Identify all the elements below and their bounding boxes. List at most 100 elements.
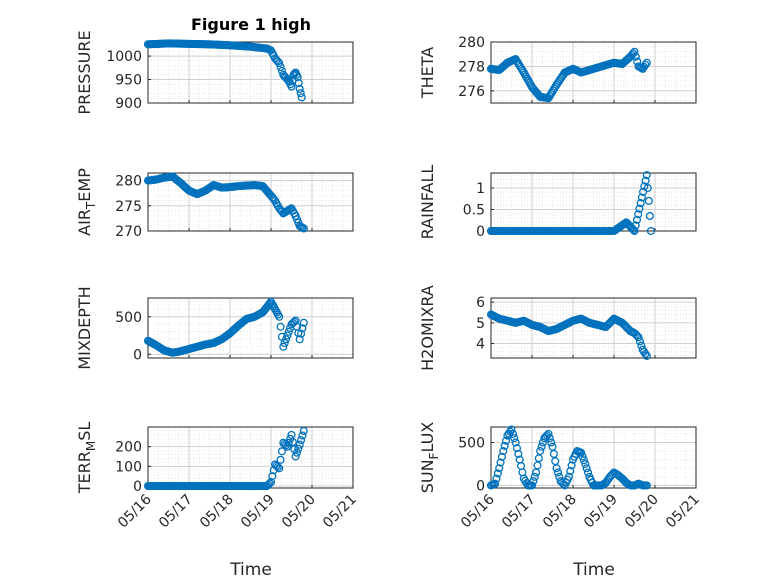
data-point xyxy=(508,429,517,438)
y-tick-label: 950 xyxy=(115,73,142,89)
data-point xyxy=(642,351,651,360)
data-point xyxy=(641,176,650,185)
data-point xyxy=(631,221,640,230)
subplot-5: 0 500 MIXDEPTH xyxy=(75,286,354,370)
data-point xyxy=(544,429,553,438)
data-point xyxy=(512,444,522,453)
y-tick-label: 500 xyxy=(458,435,485,451)
data-point xyxy=(495,464,504,473)
data-point xyxy=(636,199,645,208)
data-point xyxy=(501,436,511,445)
data-point xyxy=(547,438,556,447)
data-point xyxy=(297,436,306,445)
data-point xyxy=(275,59,284,68)
data-point xyxy=(288,438,297,447)
data-point xyxy=(295,335,304,344)
y-tick-label: 500 xyxy=(115,310,142,326)
y-tick-label: 4 xyxy=(476,337,485,353)
data-point xyxy=(297,93,306,102)
axes-box xyxy=(147,297,354,359)
data-point xyxy=(552,464,561,473)
data-point xyxy=(293,73,302,82)
data-point xyxy=(287,82,296,91)
data-point xyxy=(642,171,651,180)
y-axis-label: THETA xyxy=(418,47,437,99)
data-point xyxy=(491,479,500,488)
data-point xyxy=(646,226,655,236)
data-point xyxy=(510,434,519,443)
subplot-2: 276 278 280 THETA xyxy=(418,35,697,104)
data-point xyxy=(265,479,274,488)
x-tick-label: 05/21 xyxy=(320,492,360,532)
y-tick-label: 270 xyxy=(115,224,142,240)
data-point xyxy=(296,89,305,98)
data-point xyxy=(295,440,304,449)
data-point xyxy=(529,477,538,486)
data-point xyxy=(291,452,300,461)
y-tick-label: 276 xyxy=(458,84,485,100)
data-point xyxy=(578,452,587,461)
data-point xyxy=(283,442,292,451)
data-point xyxy=(635,204,644,213)
data-point xyxy=(276,62,285,72)
data-point xyxy=(279,342,288,351)
data-point xyxy=(299,426,308,435)
data-point xyxy=(537,442,546,451)
data-point xyxy=(629,225,638,234)
x-tick-label: 05/21 xyxy=(663,492,703,532)
data-point xyxy=(553,468,563,477)
y-tick-label: 5 xyxy=(476,316,485,332)
subplot-8: 0 500 05/16 05/17 05/18 05/19 05/20 05/21 SUNFLU… xyxy=(418,422,703,532)
y-tick-label: 275 xyxy=(115,199,142,215)
y-tick-label: 0.5 xyxy=(463,203,485,219)
data-point xyxy=(630,226,639,236)
data-point xyxy=(631,52,640,61)
subplot-6: 4 5 6 H2OMIXRA xyxy=(418,285,697,371)
data-point xyxy=(630,47,639,56)
axes-box xyxy=(147,172,354,232)
data-point xyxy=(268,472,277,481)
data-point xyxy=(292,448,302,457)
data-point xyxy=(294,444,303,453)
data-point xyxy=(514,449,523,458)
data-point xyxy=(637,193,646,202)
data-point xyxy=(642,58,651,67)
y-axis-label: AIRTEMP xyxy=(75,168,98,236)
data-point xyxy=(277,447,286,456)
data-point xyxy=(564,472,573,481)
data-point xyxy=(634,210,643,219)
data-point xyxy=(283,331,292,340)
y-axis-label: PRESSURE xyxy=(75,30,94,114)
data-point xyxy=(497,452,506,461)
data-point xyxy=(577,448,586,457)
data-point xyxy=(493,469,502,478)
data-point xyxy=(536,447,545,456)
data-point xyxy=(579,456,588,465)
subplot-4: 0 0.5 1 RAINFALL xyxy=(418,165,697,240)
data-point xyxy=(639,187,648,196)
x-tick-label: 05/16 xyxy=(115,491,155,531)
subplot-1: 900 950 1000 PRESSURE xyxy=(75,30,354,115)
data-point xyxy=(567,461,576,470)
data-point xyxy=(273,462,282,472)
data-point xyxy=(583,468,593,477)
y-tick-label: 0 xyxy=(133,347,142,363)
data-point xyxy=(645,211,654,221)
data-point xyxy=(582,464,591,473)
data-point xyxy=(298,431,307,440)
data-point xyxy=(294,79,303,88)
y-tick-label: 278 xyxy=(458,59,485,75)
subplot-3: 270 275 280 AIRTEMP xyxy=(75,168,354,240)
subplot-7: 0 100 200 05/16 05/17 05/18 05/19 05/20 05/21 TER… xyxy=(75,422,360,532)
data-point xyxy=(284,327,293,336)
y-axis-label: H2OMIXRA xyxy=(418,285,437,371)
data-point xyxy=(634,333,643,342)
data-point xyxy=(284,438,293,447)
y-tick-label: 0 xyxy=(476,224,485,240)
data-point xyxy=(496,458,505,467)
data-point xyxy=(276,322,285,331)
data-point xyxy=(299,224,308,233)
data-point xyxy=(581,459,590,468)
data-point xyxy=(289,70,298,79)
